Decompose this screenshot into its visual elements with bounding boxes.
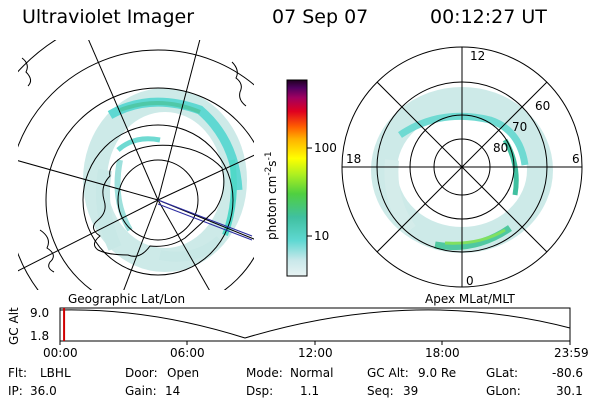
mlt-label-6: 6 <box>572 152 580 166</box>
date-label: 07 Sep 07 <box>272 6 369 28</box>
flt-value: LBHL <box>40 366 71 380</box>
flt-label: Flt: <box>8 366 27 380</box>
coast-top-left <box>21 57 32 87</box>
info-panel: Flt: LBHL IP: 36.0 Door: Open Gain: 14 M… <box>8 366 583 398</box>
coast-top-right <box>231 61 247 107</box>
ip-label: IP: <box>8 384 23 398</box>
right-grid <box>341 46 583 288</box>
ip-value: 36.0 <box>30 384 57 398</box>
left-meridians <box>18 40 254 290</box>
mlt-label-0: 0 <box>466 274 474 288</box>
left-auroral-oval <box>83 88 247 272</box>
timeline-xtick-1200: 12:00 <box>298 346 333 360</box>
mode-label: Mode: <box>246 366 283 380</box>
colorbar-tick-100: 100 <box>314 141 337 155</box>
colorbar: 100 10 photon cm-2s-1 <box>264 79 337 277</box>
timeline-panel: GC Alt 9.0 1.8 00:00 06:00 12:00 18:00 2… <box>7 306 589 360</box>
timeline-xtick-0600: 06:00 <box>170 346 205 360</box>
lat-label-60: 60 <box>535 99 550 113</box>
colorbar-unit-label: photon cm-2s-1 <box>264 151 279 240</box>
seq-label: Seq: <box>367 384 394 398</box>
satellite-track <box>157 199 253 241</box>
seq-value: 39 <box>403 384 418 398</box>
left-latitude-circles <box>18 40 254 290</box>
dsp-label: Dsp: <box>246 384 273 398</box>
timeline-xtick-0000: 00:00 <box>43 346 78 360</box>
dsp-value: 1.1 <box>300 384 319 398</box>
colorbar-tick-10: 10 <box>314 229 329 243</box>
gain-label: Gain: <box>125 384 157 398</box>
gain-value: 14 <box>165 384 180 398</box>
timeline-ytick-bottom: 1.8 <box>30 329 49 343</box>
timeline-ytick-top: 9.0 <box>30 306 49 320</box>
right-map-label: Apex MLat/MLT <box>425 292 515 306</box>
timeline-xtick-1800: 18:00 <box>425 346 460 360</box>
glat-value: -80.6 <box>552 366 583 380</box>
page-title: Ultraviolet Imager <box>22 6 195 28</box>
lat-label-70: 70 <box>512 120 527 134</box>
time-label: 00:12:27 UT <box>430 6 547 28</box>
gcalt-value: 9.0 Re <box>418 366 456 380</box>
mlt-label-18: 18 <box>346 152 361 166</box>
timeline-y-label: GC Alt <box>7 307 21 345</box>
door-label: Door: <box>125 366 158 380</box>
geographic-map <box>18 40 254 290</box>
mlt-label-12: 12 <box>470 49 485 63</box>
lat-label-80: 80 <box>493 141 508 155</box>
altitude-curve <box>59 309 571 339</box>
antarctica-coastline <box>93 144 225 257</box>
south-america-coast <box>39 229 55 273</box>
glon-label: GLon: <box>486 384 521 398</box>
door-value: Open <box>167 366 199 380</box>
gcalt-label: GC Alt: <box>367 366 409 380</box>
glon-value: 30.1 <box>556 384 583 398</box>
glat-label: GLat: <box>486 366 518 380</box>
mode-value: Normal <box>290 366 333 380</box>
timeline-xtick-2359: 23:59 <box>554 346 589 360</box>
left-map-label: Geographic Lat/Lon <box>68 292 185 306</box>
